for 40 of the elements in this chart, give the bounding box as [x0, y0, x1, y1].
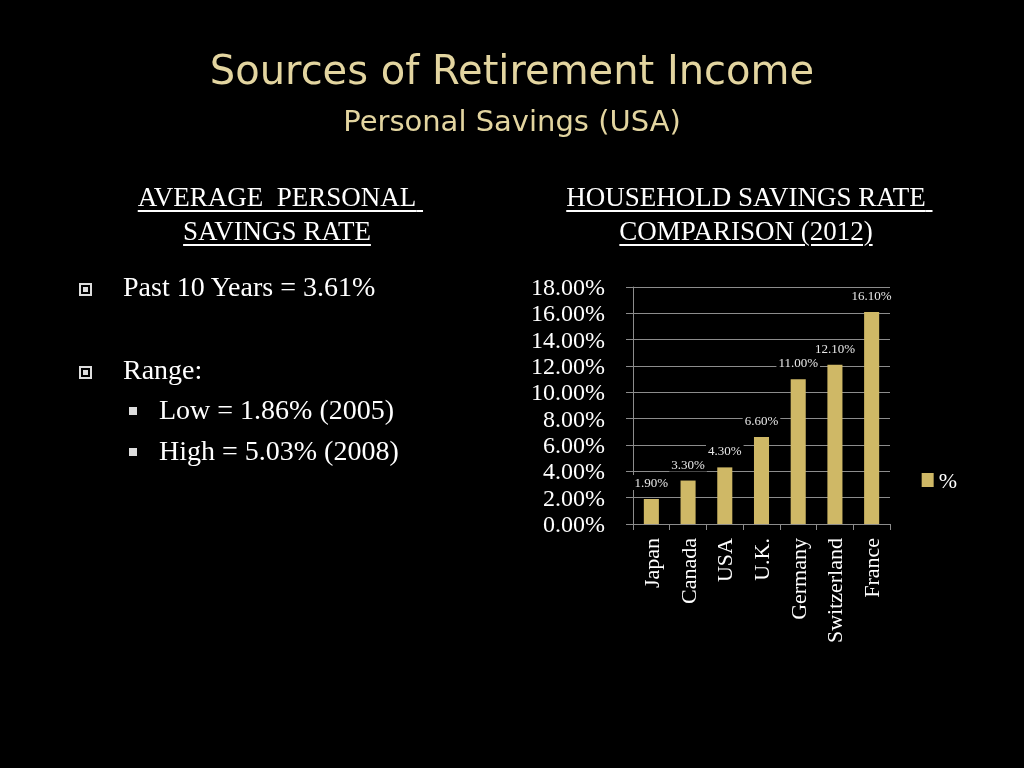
text: Low = 1.86% (2005) [159, 393, 395, 427]
data-label: 12.10% [814, 340, 856, 356]
chart-subtitle: Personal Savings (USA) [342, 103, 682, 139]
data-label: 11.00% [778, 355, 819, 371]
bar [790, 379, 806, 524]
y-tick-label: 14.00% [531, 326, 605, 353]
y-tick-label: 10.00% [531, 379, 605, 406]
legend-label: % [938, 467, 957, 493]
y-tick-label: 0.00% [543, 511, 605, 537]
data-label: 6.60% [744, 413, 779, 429]
bar [717, 467, 733, 524]
text: AVERAGE PERSONAL SAVINGS RATE [137, 182, 418, 246]
x-tick-label: Germany [785, 538, 811, 620]
bar [643, 498, 659, 524]
y-tick-label: 18.00% [531, 274, 605, 300]
x-tick-label: Japan [638, 538, 664, 589]
y-tick-label: 6.00% [543, 432, 605, 458]
text: HOUSEHOLD SAVINGS RATE COMPARISON (2012) [566, 182, 927, 246]
y-tick-label: 2.00% [543, 484, 605, 511]
bar [680, 480, 696, 524]
text: Past 10 Years = 3.61% [123, 270, 376, 304]
y-tick-label: 16.00% [531, 300, 605, 327]
bar [827, 364, 843, 524]
x-tick-label: Switzerland [822, 538, 848, 644]
data-label: 4.30% [707, 443, 742, 459]
x-tick-label: France [859, 538, 885, 598]
chart-title: Sources of Retirement Income [208, 46, 816, 94]
x-tick-label: USA [712, 537, 738, 583]
text: High = 5.03% (2008) [159, 434, 399, 468]
y-tick-label: 4.00% [543, 458, 605, 485]
bar [864, 312, 880, 524]
text: Range: [123, 353, 203, 387]
data-label: 1.90% [634, 474, 669, 490]
data-label: 16.10% [851, 288, 892, 304]
x-tick-label: Canada [675, 537, 701, 604]
y-tick-label: 8.00% [543, 405, 605, 432]
data-label: 3.30% [671, 456, 706, 472]
y-tick-label: 12.00% [531, 353, 605, 379]
bar [753, 437, 770, 524]
x-tick-label: U.K. [749, 538, 774, 581]
